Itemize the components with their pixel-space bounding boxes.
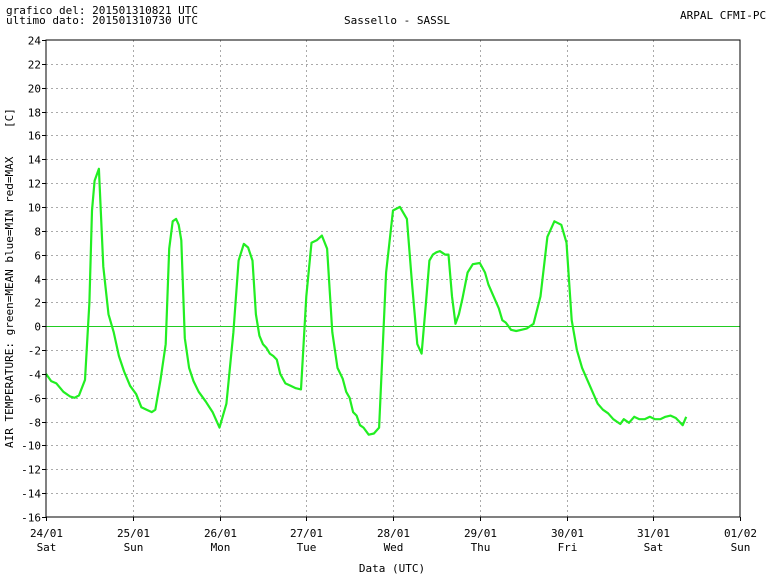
y-tick-label: 22 [28, 59, 41, 72]
x-tick-day-label: Wed [384, 541, 404, 554]
y-tick-label: 4 [34, 274, 41, 287]
y-tick-label: -4 [28, 369, 42, 382]
y-axis-ticks: 242220181614121086420-2-4-6-8-10-12-14-1… [21, 35, 46, 525]
y-tick-label: -14 [21, 488, 41, 501]
x-tick-date-label: 30/01 [551, 527, 584, 540]
x-tick-day-label: Fri [558, 541, 578, 554]
x-tick-day-label: Mon [211, 541, 231, 554]
y-tick-label: 12 [28, 178, 41, 191]
y-tick-label: 16 [28, 130, 41, 143]
y-tick-label: 10 [28, 202, 41, 215]
x-tick-date-label: 28/01 [377, 527, 410, 540]
source-label: ARPAL CFMI-PC [680, 9, 767, 22]
y-tick-label: 24 [28, 35, 42, 48]
x-tick-day-label: Tue [297, 541, 317, 554]
x-tick-date-label: 27/01 [290, 527, 323, 540]
y-tick-label: 20 [28, 83, 41, 96]
x-tick-date-label: 25/01 [117, 527, 150, 540]
y-tick-label: 6 [34, 250, 41, 263]
y-tick-label: -12 [21, 464, 41, 477]
x-tick-day-label: Sun [124, 541, 144, 554]
x-tick-day-label: Sun [731, 541, 751, 554]
y-tick-label: 2 [34, 297, 41, 310]
last-data-line: ultimo dato: 201501310730 UTC [6, 14, 199, 27]
x-tick-date-label: 01/02 [724, 527, 757, 540]
y-tick-label: -8 [28, 417, 41, 430]
x-tick-date-label: 29/01 [464, 527, 497, 540]
x-tick-date-label: 24/01 [30, 527, 63, 540]
x-tick-date-label: 31/01 [637, 527, 670, 540]
x-tick-day-label: Thu [471, 541, 491, 554]
x-axis-label: Data (UTC) [359, 562, 425, 575]
x-tick-day-label: Sat [644, 541, 664, 554]
x-tick-day-label: Sat [37, 541, 57, 554]
grid-lines [46, 40, 740, 517]
y-tick-label: 0 [34, 321, 41, 334]
x-tick-date-label: 26/01 [204, 527, 237, 540]
y-tick-label: 14 [28, 154, 42, 167]
y-tick-label: -10 [21, 440, 41, 453]
y-tick-label: -6 [28, 393, 41, 406]
y-axis-label: AIR TEMPERATURE: green=MEAN blue=MIN red… [3, 156, 16, 448]
y-unit-label: [C] [3, 108, 16, 128]
chart-date-line: grafico del: 201501310821 UTC [6, 4, 199, 17]
y-tick-label: -2 [28, 345, 41, 358]
station-title: Sassello - SASSL [344, 14, 450, 27]
x-axis-ticks: 24/01Sat25/01Sun26/01Mon27/01Tue28/01Wed… [30, 517, 757, 554]
y-tick-label: -16 [21, 512, 41, 525]
series-layer [45, 167, 688, 436]
y-tick-label: 18 [28, 107, 41, 120]
y-tick-label: 8 [34, 226, 41, 239]
mean-temperature-line [45, 167, 688, 436]
